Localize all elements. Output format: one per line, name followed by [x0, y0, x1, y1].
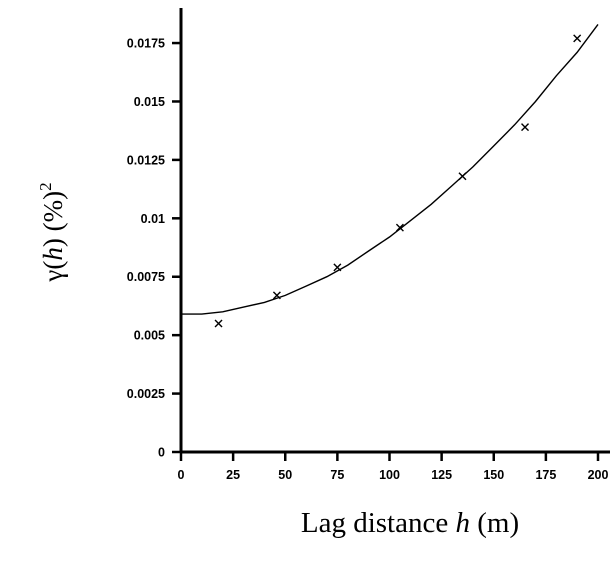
- x-tick-label: 150: [483, 468, 504, 482]
- y-tick-label: 0.0175: [127, 37, 165, 51]
- x-tick-label: 50: [278, 468, 292, 482]
- x-tick-label: 75: [330, 468, 344, 482]
- y-tick-label: 0.01: [141, 212, 165, 226]
- x-tick-label: 125: [431, 468, 452, 482]
- x-tick-label: 100: [379, 468, 400, 482]
- y-tick-label: 0.0125: [127, 153, 165, 167]
- y-axis-ticks: 0 0.0025 0.005 0.0075 0.01 0.0125 0.015 0.0175: [127, 37, 181, 460]
- data-point: [272, 291, 281, 300]
- x-tick-label: 200: [588, 468, 609, 482]
- data-point: [214, 319, 223, 328]
- data-point: [395, 223, 404, 232]
- x-axis-title: Lag distance h (m): [301, 507, 519, 539]
- experimental-points: [214, 34, 582, 328]
- x-tick-label: 25: [226, 468, 240, 482]
- y-tick-label: 0.005: [134, 329, 165, 343]
- x-axis-ticks: 0 25 50 75 100 125 150 175 200: [178, 452, 609, 482]
- y-tick-label: 0: [158, 446, 165, 460]
- x-tick-label: 0: [178, 468, 185, 482]
- y-tick-label: 0.015: [134, 95, 165, 109]
- data-point: [573, 34, 582, 43]
- y-tick-label: 0.0025: [127, 387, 165, 401]
- data-point: [458, 172, 467, 181]
- data-point: [521, 123, 530, 132]
- x-tick-label: 175: [535, 468, 556, 482]
- fitted-variogram-curve: [181, 23, 599, 315]
- y-axis-title: γ(h) (%)2: [36, 182, 68, 282]
- y-tick-label: 0.0075: [127, 270, 165, 284]
- data-point: [333, 263, 342, 272]
